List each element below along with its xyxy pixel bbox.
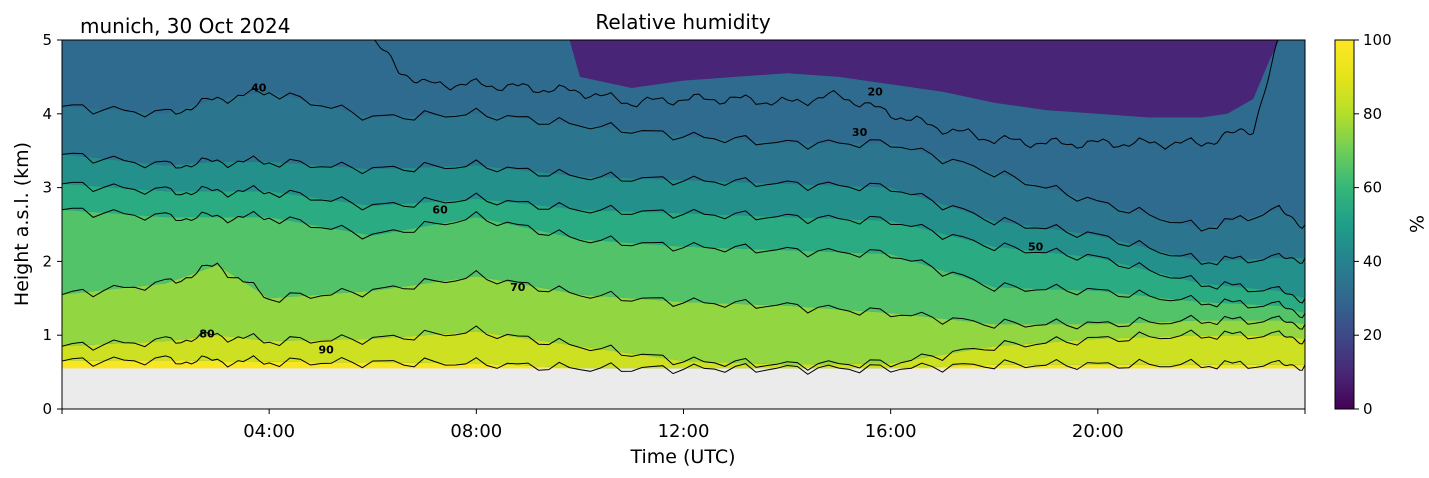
- contour-line-80: [62, 325, 1305, 371]
- contour-label-30: 30: [852, 126, 868, 139]
- chart-title: Relative humidity: [595, 10, 770, 34]
- colorbar-tick-label: 60: [1363, 179, 1382, 197]
- y-tick-label: 5: [42, 31, 52, 49]
- contour-line-50: [62, 181, 1305, 304]
- x-tick-label: 04:00: [243, 421, 295, 442]
- contour-label-40: 40: [251, 82, 267, 95]
- contour-line-20: [373, 40, 1280, 150]
- contour-labels: 90 80 70 60 50 40 30 20: [199, 82, 1043, 357]
- y-tick-label: 1: [42, 326, 52, 344]
- y-tick-label: 3: [42, 179, 52, 197]
- colorbar: 0 20 40 60 80 100 %: [1334, 31, 1427, 418]
- contour-line-70: [62, 262, 1305, 330]
- contour-label-50: 50: [1028, 240, 1044, 253]
- humidity-band-70: [62, 265, 1305, 365]
- contour-line-60: [62, 207, 1305, 319]
- colorbar-tick-label: 20: [1363, 326, 1382, 344]
- x-axis-label: Time (UTC): [629, 446, 735, 468]
- humidity-band-50: [62, 183, 1305, 314]
- colorbar-gradient: [1334, 39, 1355, 410]
- x-tick-label: 20:00: [1072, 421, 1124, 442]
- contour-label-60: 60: [432, 203, 448, 216]
- y-axis: 0 1 2 3 4 5: [42, 31, 62, 418]
- colorbar-label: %: [1405, 215, 1427, 233]
- x-tick-label: 08:00: [450, 421, 502, 442]
- humidity-band-60: [62, 209, 1305, 325]
- contour-lines: [62, 40, 1305, 375]
- colorbar-tick-label: 40: [1363, 252, 1382, 270]
- colorbar-tick-label: 0: [1363, 400, 1373, 418]
- x-tick-label: 12:00: [658, 421, 710, 442]
- contour-line-30: [62, 87, 1305, 232]
- dry-region-fill: [569, 40, 1280, 118]
- humidity-band-40: [62, 154, 1305, 299]
- location-date-label: munich, 30 Oct 2024: [80, 14, 290, 38]
- x-axis: 04:00 08:00 12:00 16:00 20:00: [61, 409, 1306, 442]
- y-tick-label: 4: [42, 105, 52, 123]
- colorbar-tick-label: 80: [1363, 105, 1382, 123]
- colorbar-tick-label: 100: [1363, 31, 1392, 49]
- contour-label-20: 20: [867, 85, 883, 98]
- contour-line-40: [62, 152, 1305, 266]
- contour-line-90: [62, 355, 1305, 375]
- y-tick-label: 0: [42, 400, 52, 418]
- contour-label-80: 80: [199, 327, 215, 340]
- no-data-area: [62, 368, 1305, 409]
- x-tick-label: 16:00: [865, 421, 917, 442]
- contour-label-70: 70: [510, 281, 526, 294]
- y-axis-label: Height a.s.l. (km): [11, 142, 33, 306]
- contour-label-90: 90: [318, 344, 334, 357]
- humidity-band-80: [62, 331, 1305, 369]
- plot-area: 90 80 70 60 50 40 30 20: [62, 40, 1305, 409]
- y-tick-label: 2: [42, 252, 52, 270]
- colorbar-ticks: 0 20 40 60 80 100: [1354, 31, 1392, 418]
- humidity-band-30: [62, 91, 1305, 262]
